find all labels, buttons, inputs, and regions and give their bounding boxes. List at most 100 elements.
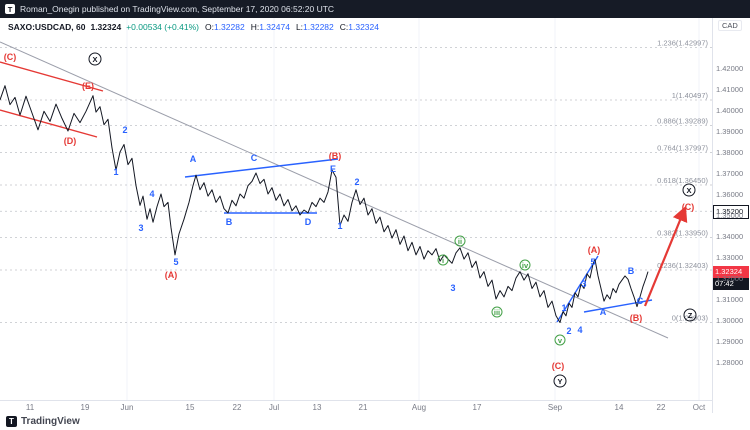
wave-label: 2	[566, 326, 571, 336]
wave-label: 1	[337, 221, 342, 231]
wave-label: 4	[577, 325, 582, 335]
tradingview-footer-logo-icon: T	[6, 416, 17, 427]
wave-label: (B)	[630, 313, 643, 323]
price-axis-tick: 1.31000	[716, 295, 744, 305]
wave-label-circle	[454, 235, 466, 247]
wave-label: iii	[494, 308, 500, 317]
fib-level-label: 0.886(1.39289)	[657, 116, 708, 125]
time-axis-tick: 15	[185, 403, 195, 412]
wave-label: ii	[458, 237, 462, 246]
price-axis-tick: 1.32000	[716, 274, 744, 284]
wave-label: 2	[122, 125, 127, 135]
time-axis-tick: Jul	[268, 403, 280, 412]
price-axis-tick: 1.41000	[716, 85, 744, 95]
price-axis-tick: 1.35000	[716, 211, 744, 221]
wave-label: Z	[688, 311, 693, 320]
wave-label-circle	[437, 254, 449, 266]
publisher-bar: T Roman_Onegin published on TradingView.…	[0, 0, 750, 18]
price-axis[interactable]: CAD 1.35200 1.32324 07:42 1.42000 1.41000…	[712, 18, 750, 413]
red-trendline	[0, 109, 98, 138]
tradingview-logo-icon: T	[5, 4, 15, 14]
wave-label: 3	[450, 283, 455, 293]
wave-label-circle	[554, 334, 566, 346]
wave-label: (C)	[4, 52, 17, 62]
price-axis-tick: 1.29000	[716, 337, 744, 347]
target-price-tag: 1.35200	[713, 204, 749, 219]
time-axis-tick: Aug	[411, 403, 427, 412]
red-trendline	[0, 61, 104, 92]
price-axis-tick: 1.42000	[716, 64, 744, 74]
fib-level-label: 0(1.29903)	[672, 313, 709, 322]
wave-label: v	[558, 336, 563, 345]
wave-label: Y	[557, 377, 562, 386]
time-axis-tick: Sep	[547, 403, 563, 412]
price-axis-tick: 1.28000	[716, 358, 744, 368]
wave-label: (C)	[682, 202, 695, 212]
symbol-title: SAXO:USDCAD, 60	[8, 22, 86, 32]
blue-trendline	[556, 255, 599, 323]
fib-level-label: 0.236(1.32403)	[657, 261, 708, 270]
price-axis-tick: 1.37000	[716, 169, 744, 179]
time-axis-tick: 19	[80, 403, 90, 412]
symbol-info-bar: SAXO:USDCAD, 60 1.32324 +0.00534 (+0.41%…	[8, 22, 379, 32]
fib-level-label: 0.764(1.37997)	[657, 144, 708, 153]
gray-trendline	[0, 41, 669, 339]
wave-label: iv	[522, 261, 529, 270]
wave-label: 5	[173, 257, 178, 267]
tradingview-footer: T TradingView	[0, 413, 750, 430]
time-axis-tick: 14	[614, 403, 624, 412]
price-line	[0, 85, 649, 323]
fib-level-label: 1.236(1.42997)	[657, 39, 708, 48]
forecast-arrow	[643, 205, 688, 307]
price-axis-tick: 1.38000	[716, 148, 744, 158]
time-axis-tick: 11	[25, 403, 35, 412]
fib-level-label: 0.382(1.33950)	[657, 228, 708, 237]
wave-label: 2	[354, 177, 359, 187]
time-axis-tick: 21	[358, 403, 368, 412]
time-axis-tick: 17	[472, 403, 482, 412]
wave-label-circle	[519, 259, 531, 271]
wave-label: A	[600, 307, 607, 317]
open-value: O:1.32282	[204, 22, 245, 32]
last-price-value: 1.32324	[90, 22, 122, 32]
blue-trendline	[184, 158, 339, 178]
fib-level-label: 1(1.40497)	[672, 91, 709, 100]
wave-label: 1	[113, 167, 118, 177]
wave-label: 5	[590, 257, 595, 267]
time-axis-tick: 22	[656, 403, 666, 412]
wave-label: B	[226, 217, 233, 227]
wave-label: B	[628, 266, 635, 276]
wave-label: (C)	[552, 361, 565, 371]
wave-label: 4	[149, 189, 154, 199]
time-axis-tick: 13	[312, 403, 322, 412]
publisher-text: Roman_Onegin published on TradingView.co…	[20, 4, 335, 14]
wave-label: C	[251, 153, 258, 163]
time-axis-tick: 22	[232, 403, 242, 412]
wave-label: (A)	[588, 245, 601, 255]
price-axis-tick: 1.30000	[716, 316, 744, 326]
wave-label: (E)	[82, 81, 94, 91]
time-axis[interactable]: 11 19 Jun 15 22 Jul 13 21 Aug 17 Sep 14 22 Oct	[0, 400, 750, 413]
close-value: C:1.32324	[339, 22, 379, 32]
wave-label: 1	[561, 303, 566, 313]
price-change: +0.00534 (+0.41%)	[126, 22, 199, 32]
wave-label: D	[305, 217, 312, 227]
last-price-tag: 1.32324	[713, 265, 749, 278]
wave-label: (B)	[329, 151, 342, 161]
price-axis-tick: 1.40000	[716, 106, 744, 116]
price-axis-tick: 1.34000	[716, 232, 744, 242]
wave-label-circle	[491, 306, 503, 318]
tradingview-brand[interactable]: TradingView	[21, 416, 80, 427]
wave-label: (D)	[64, 136, 77, 146]
time-axis-tick: Jun	[120, 403, 134, 412]
time-axis-tick: Oct	[692, 403, 706, 412]
price-axis-tick: 1.36000	[716, 190, 744, 200]
wave-label: E	[330, 164, 336, 174]
low-value: L:1.32282	[295, 22, 334, 32]
wave-label: X	[686, 186, 691, 195]
wave-label-circle	[553, 374, 567, 388]
blue-trendline	[583, 299, 653, 313]
wave-label-circle	[88, 52, 102, 66]
